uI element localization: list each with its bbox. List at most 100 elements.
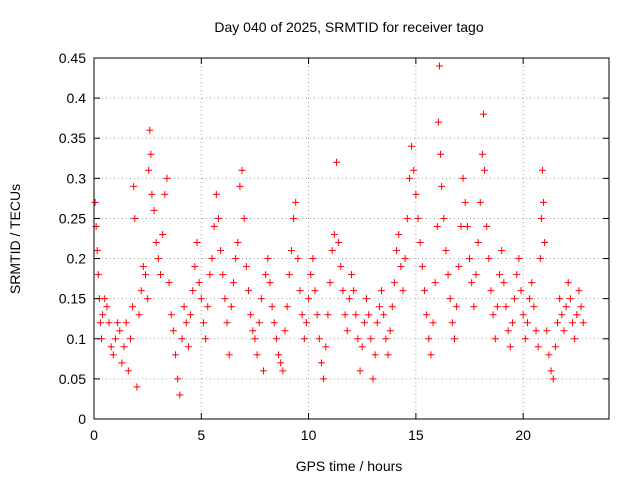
data-point [541,239,549,247]
data-point [124,367,132,375]
data-point [549,375,557,383]
data-point [378,287,386,295]
data-point [129,303,137,311]
data-point [326,279,334,287]
data-point [534,343,542,351]
data-point [101,295,109,303]
data-point [500,279,508,287]
data-point [519,311,527,319]
data-point [225,351,233,359]
data-point [122,319,130,327]
data-point [412,190,420,198]
data-point [478,150,486,158]
data-point [159,230,167,238]
data-point [463,222,471,230]
data-point [120,343,128,351]
y-tick-label: 0.4 [67,90,87,106]
data-point [438,182,446,190]
data-point [283,303,291,311]
data-point [130,182,138,190]
data-point [264,255,272,263]
data-point [311,287,319,295]
data-point [275,351,283,359]
data-point [157,271,165,279]
data-point [232,255,240,263]
data-point [245,287,252,295]
data-point [214,214,222,222]
data-point [337,263,345,271]
data-point [521,335,529,343]
data-point [116,327,124,335]
data-point [416,239,424,247]
data-point [204,303,212,311]
data-point [575,287,583,295]
data-point [313,311,321,319]
x-tick-label: 15 [408,427,424,443]
data-point [579,319,587,327]
data-point [506,343,514,351]
data-point [435,62,443,70]
data-point [457,222,465,230]
data-point [189,287,197,295]
data-point [560,327,568,335]
data-point [367,335,375,343]
data-point [365,311,373,319]
grid [94,58,609,419]
data-point [345,295,353,303]
data-point [354,335,362,343]
y-tick-label: 0 [78,411,86,427]
data-point [446,295,454,303]
data-point [146,126,154,134]
data-point [442,247,450,255]
data-point [384,351,392,359]
data-point [287,247,295,255]
data-point [401,255,409,263]
data-point [341,311,349,319]
data-point [479,110,487,118]
data-point [182,319,190,327]
data-point [260,367,268,375]
data-point [191,263,199,271]
data-point [199,319,207,327]
data-point [240,214,248,222]
data-point [515,255,523,263]
data-point [538,166,546,174]
data-point [126,335,134,343]
data-point [210,222,218,230]
data-point [221,295,229,303]
data-point [498,247,506,255]
data-point [453,303,461,311]
x-axis-ticks: 0 5 10 15 20 [90,58,531,443]
data-point [309,255,317,263]
data-point [96,319,104,327]
data-point [94,271,102,279]
data-point [285,271,293,279]
data-point [485,255,493,263]
data-point [238,166,246,174]
y-tick-label: 0.1 [67,331,87,347]
data-point [172,351,180,359]
data-point [135,311,143,319]
data-point [496,271,504,279]
data-point [339,287,347,295]
data-point [227,303,235,311]
data-point [369,375,377,383]
y-tick-label: 0.15 [59,291,86,307]
data-point [302,319,310,327]
data-point [223,319,231,327]
data-point [184,343,192,351]
chart-title: Day 040 of 2025, SRMTID for receiver tag… [214,19,483,35]
data-point [107,343,115,351]
data-point [545,351,553,359]
data-point [360,319,368,327]
y-tick-label: 0.2 [67,251,87,267]
data-point [131,214,139,222]
data-point [408,142,416,150]
data-point [139,263,147,271]
data-point [328,247,336,255]
data-point [305,295,313,303]
data-point [169,327,177,335]
data-point [470,303,478,311]
data-point [187,311,195,319]
data-point [569,319,577,327]
